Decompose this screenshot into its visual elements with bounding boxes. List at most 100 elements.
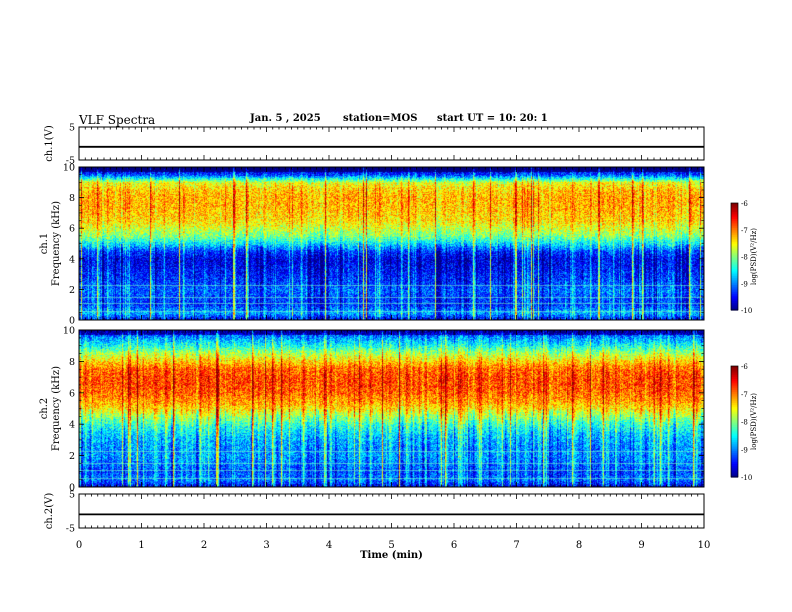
colorbar-segment bbox=[731, 217, 738, 220]
colorbar-segment bbox=[731, 469, 738, 473]
y-tick-label: 2 bbox=[69, 285, 75, 296]
colorbar-segment bbox=[731, 240, 738, 243]
y-axis-label: ch.2 bbox=[39, 398, 50, 420]
colorbar-segment bbox=[731, 227, 738, 231]
y-axis-label: ch.1(V) bbox=[44, 125, 55, 162]
colorbar-segment bbox=[731, 251, 738, 254]
colorbar-label: log(PSD)(V²/Hz) bbox=[750, 228, 758, 285]
colorbar-segment bbox=[731, 211, 738, 215]
y-tick-label: 8 bbox=[69, 193, 75, 204]
colorbar-segment bbox=[731, 245, 738, 249]
chart-title: VLF Spectra bbox=[79, 113, 156, 127]
colorbar-segment bbox=[731, 388, 738, 391]
colorbar-segment bbox=[731, 290, 738, 293]
y-tick-label: 4 bbox=[69, 254, 75, 265]
colorbar-segment bbox=[731, 395, 738, 399]
colorbar-segment bbox=[731, 270, 738, 274]
colorbar-segment bbox=[731, 229, 738, 233]
colorbar-segment bbox=[731, 301, 738, 304]
colorbar-segment bbox=[731, 204, 738, 208]
colorbar-segment bbox=[731, 224, 738, 227]
colorbar-frame bbox=[730, 202, 739, 311]
colorbar-segment bbox=[731, 235, 738, 238]
spectrogram-ch2 bbox=[79, 330, 704, 487]
colorbar-segment bbox=[731, 419, 738, 423]
colorbar-segment bbox=[731, 434, 738, 437]
colorbar-segment bbox=[731, 467, 738, 471]
x-tick-label: 5 bbox=[388, 540, 394, 551]
colorbar-segment bbox=[731, 391, 738, 395]
y-tick-label: 8 bbox=[69, 357, 75, 368]
colorbar-segment bbox=[731, 210, 738, 213]
y-tick-label: 6 bbox=[69, 224, 75, 235]
colorbar-segment bbox=[731, 367, 738, 371]
y-tick-label: 5 bbox=[69, 123, 75, 134]
colorbar-segment bbox=[731, 308, 738, 311]
x-tick-label: 6 bbox=[451, 540, 457, 551]
colorbar-segment bbox=[731, 256, 738, 259]
colorbar-segment bbox=[731, 454, 738, 458]
colorbar-segment bbox=[731, 261, 738, 265]
colorbar-segment bbox=[731, 281, 738, 284]
colorbar-segment bbox=[731, 417, 738, 421]
colorbar-tick-label: -8 bbox=[741, 254, 748, 262]
colorbar-segment bbox=[731, 236, 738, 240]
colorbar-segment bbox=[731, 377, 738, 380]
colorbar-segment bbox=[731, 274, 738, 277]
colorbar-segment bbox=[731, 449, 738, 452]
colorbar-segment bbox=[731, 276, 738, 279]
colorbar-segment bbox=[731, 382, 738, 386]
y-axis-label: Frequency (kHz) bbox=[51, 201, 62, 286]
colorbar-segment bbox=[731, 233, 738, 236]
colorbar-tick-label: -7 bbox=[741, 391, 748, 399]
colorbar-segment bbox=[731, 302, 738, 306]
header-start-time: start UT = 10: 20: 1 bbox=[437, 113, 548, 124]
colorbar-segment bbox=[731, 213, 738, 217]
colorbar-segment bbox=[731, 378, 738, 382]
colorbar-segment bbox=[731, 452, 738, 456]
colorbar-segment bbox=[731, 471, 738, 474]
colorbar-segment bbox=[731, 404, 738, 408]
colorbar-segment bbox=[731, 268, 738, 272]
y-tick-label: 0 bbox=[69, 483, 75, 494]
colorbar-segment bbox=[731, 292, 738, 295]
colorbar-segment bbox=[731, 462, 738, 465]
colorbar-segment bbox=[731, 427, 738, 430]
x-tick-label: 8 bbox=[576, 540, 582, 551]
colorbar-segment bbox=[731, 475, 738, 478]
spectrogram-ch1 bbox=[79, 167, 704, 320]
colorbar-segment bbox=[731, 380, 738, 384]
x-tick-label: 1 bbox=[138, 540, 144, 551]
colorbar-tick-label: -6 bbox=[741, 363, 748, 371]
y-tick-label: 4 bbox=[69, 420, 75, 431]
colorbar-segment bbox=[731, 288, 738, 291]
colorbar-segment bbox=[731, 286, 738, 290]
colorbar-segment bbox=[731, 428, 738, 432]
colorbar-segment bbox=[731, 371, 738, 374]
y-tick-label: 10 bbox=[63, 163, 75, 174]
colorbar-segment bbox=[731, 252, 738, 256]
colorbar-segment bbox=[731, 406, 738, 410]
colorbar-segment bbox=[731, 265, 738, 268]
colorbar-tick-label: -9 bbox=[741, 446, 748, 454]
colorbar-segment bbox=[731, 390, 738, 393]
colorbar-segment bbox=[731, 399, 738, 402]
colorbar-segment bbox=[731, 375, 738, 378]
colorbar-segment bbox=[731, 272, 738, 275]
x-axis-label: Time (min) bbox=[360, 550, 423, 561]
colorbar-segment bbox=[731, 473, 738, 476]
colorbar-segment bbox=[731, 369, 738, 373]
colorbar-segment bbox=[731, 277, 738, 281]
colorbar-segment bbox=[731, 451, 738, 454]
colorbar-segment bbox=[731, 430, 738, 434]
colorbar-segment bbox=[731, 263, 738, 267]
colorbar-segment bbox=[731, 206, 738, 209]
colorbar-frame bbox=[730, 365, 739, 478]
colorbar-segment bbox=[731, 226, 738, 229]
colorbar-segment bbox=[731, 231, 738, 234]
colorbar-segment bbox=[731, 247, 738, 250]
colorbar-segment bbox=[731, 445, 738, 448]
colorbar-segment bbox=[731, 283, 738, 286]
y-tick-label: 5 bbox=[69, 490, 75, 501]
